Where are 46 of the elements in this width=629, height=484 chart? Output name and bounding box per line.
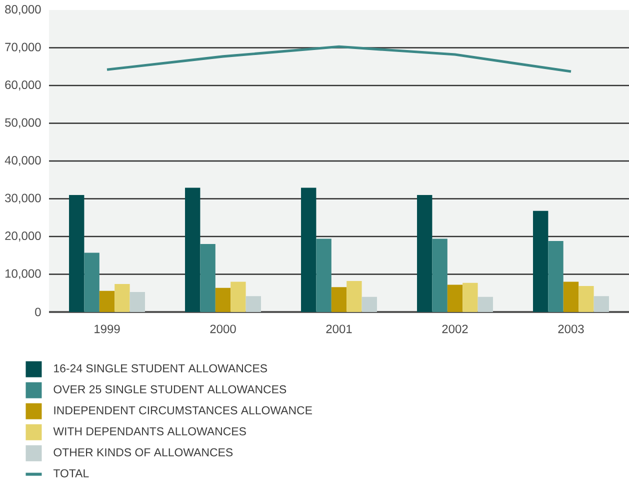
y-tick-label: 10,000 xyxy=(6,269,41,280)
y-tick-label: 70,000 xyxy=(5,42,41,53)
bar xyxy=(447,284,463,312)
bar xyxy=(594,296,609,312)
bar xyxy=(548,241,564,312)
bar xyxy=(69,194,84,312)
x-tick-label: 2002 xyxy=(442,324,468,334)
bar xyxy=(417,194,432,312)
y-tick-label: 60,000 xyxy=(5,80,41,90)
bar xyxy=(331,287,347,312)
bar xyxy=(114,284,130,312)
bar xyxy=(185,188,200,312)
bar xyxy=(478,296,493,312)
legend-label: OTHER KINDS OF ALLOWANCES xyxy=(54,448,233,456)
bar xyxy=(316,238,332,312)
bar xyxy=(230,282,246,312)
bar xyxy=(346,281,362,312)
legend-label: INDEPENDENT CIRCUMSTANCES ALLOWANCE xyxy=(54,406,312,414)
bar xyxy=(301,188,316,312)
y-tick-label: 40,000 xyxy=(4,156,41,166)
bar xyxy=(578,286,594,312)
x-tick-label: 2003 xyxy=(558,324,584,334)
bar xyxy=(563,282,579,312)
bar xyxy=(432,238,448,312)
legend-label: TOTAL xyxy=(53,469,89,478)
legend-label: WITH DEPENDANTS ALLOWANCES xyxy=(53,427,246,436)
y-tick-label: 0 xyxy=(35,308,41,316)
line-series xyxy=(106,45,572,73)
y-tick-label: 80,000 xyxy=(5,5,41,15)
legend-label: OVER 25 SINGLE STUDENT ALLOWANCES xyxy=(54,385,286,394)
legend-label: 16-24 SINGLE STUDENT ALLOWANCES xyxy=(54,364,267,372)
y-tick-label: 50,000 xyxy=(5,118,41,128)
bar xyxy=(246,296,261,312)
bar xyxy=(215,288,231,312)
bar xyxy=(462,282,478,312)
bar xyxy=(130,292,145,312)
x-tick-label: 1999 xyxy=(94,324,120,334)
x-tick-label: 2000 xyxy=(210,324,236,334)
bar xyxy=(84,252,100,312)
bar xyxy=(362,296,377,312)
bar xyxy=(99,290,115,312)
x-tick-label: 2001 xyxy=(326,324,352,334)
y-tick-label: 30,000 xyxy=(5,194,41,204)
bar xyxy=(200,244,216,312)
bar xyxy=(533,210,548,312)
y-tick-label: 20,000 xyxy=(5,232,41,242)
